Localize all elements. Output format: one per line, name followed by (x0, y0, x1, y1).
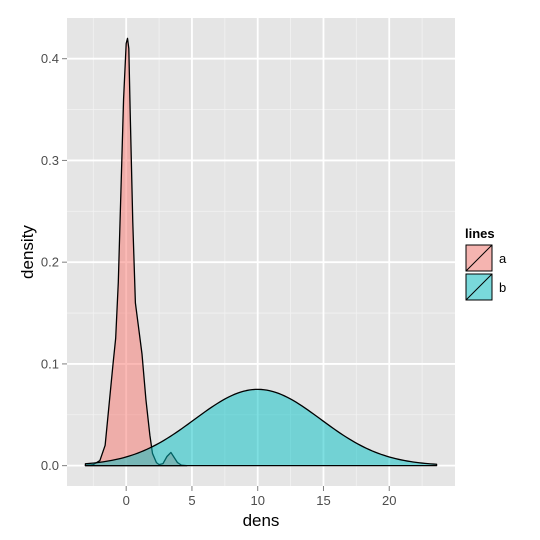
x-tick-label: 0 (123, 493, 130, 508)
legend-label-a: a (499, 251, 507, 266)
legend-key-slash (465, 244, 493, 272)
x-tick-label: 15 (316, 493, 330, 508)
y-tick-label: 0.3 (41, 153, 59, 168)
y-tick-label: 0.2 (41, 255, 59, 270)
x-tick-label: 20 (382, 493, 396, 508)
legend-title: lines (465, 226, 495, 241)
x-axis-title: dens (243, 511, 280, 530)
y-tick-label: 0.0 (41, 458, 59, 473)
y-tick-label: 0.4 (41, 51, 59, 66)
density-area-b (84, 388, 438, 467)
legend-entry-a: a (464, 243, 507, 273)
y-axis-title: density (18, 225, 37, 279)
legend-key-slash (465, 273, 493, 301)
y-tick-label: 0.1 (41, 356, 59, 371)
axis-ticks (62, 58, 390, 491)
legend-entry-b: b (464, 272, 506, 302)
tick-labels: 0 5 10 15 20 0.0 0.1 0.2 0.3 0.4 (41, 51, 397, 508)
series-layer (84, 37, 438, 467)
legend-label-b: b (499, 280, 506, 295)
legend: lines ab (464, 226, 507, 302)
x-tick-label: 10 (250, 493, 264, 508)
x-tick-label: 5 (188, 493, 195, 508)
